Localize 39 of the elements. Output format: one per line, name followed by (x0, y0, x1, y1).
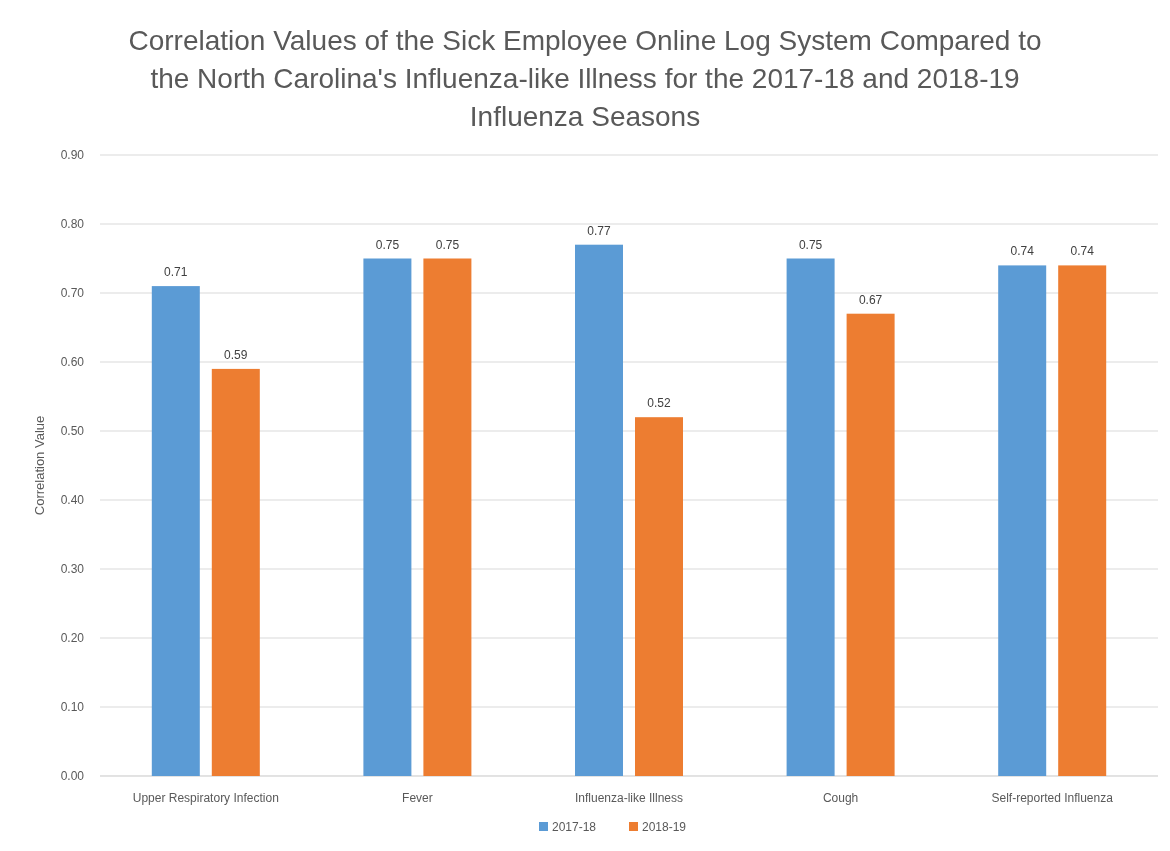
data-label: 0.67 (858, 292, 883, 307)
data-label: 0.75 (375, 237, 400, 252)
y-tick-label: 0.60 (60, 355, 85, 370)
data-label: 0.71 (164, 265, 188, 280)
y-tick-label: 0.00 (60, 769, 85, 784)
data-label: 0.75 (798, 237, 823, 252)
y-tick-label: 0.80 (60, 217, 85, 232)
data-label: 0.75 (435, 237, 460, 252)
data-label: 0.52 (647, 396, 671, 411)
y-tick-label: 0.70 (60, 286, 85, 301)
bar (786, 258, 835, 776)
x-tick-label: Self-reported Influenza (991, 791, 1114, 805)
y-tick-label: 0.90 (60, 148, 85, 163)
data-label: 0.77 (587, 223, 611, 238)
bar (151, 286, 200, 776)
data-label: 0.59 (224, 347, 248, 362)
bar (998, 265, 1047, 776)
data-label: 0.74 (1010, 244, 1035, 259)
x-tick-label: Upper Respiratory Infection (132, 791, 279, 805)
y-tick-label: 0.40 (60, 493, 85, 508)
y-tick-label: 0.30 (60, 562, 85, 577)
y-tick-label: 0.10 (60, 700, 85, 715)
y-tick-label: 0.50 (60, 424, 85, 439)
y-axis-title: Correlation Value (32, 415, 47, 516)
x-tick-label: Influenza-like Illness (574, 791, 684, 805)
x-tick-label: Fever (402, 791, 433, 805)
legend-label: 2018-19 (642, 820, 687, 834)
data-label: 0.74 (1070, 244, 1095, 259)
bar (423, 258, 472, 776)
x-tick-label: Cough (822, 791, 859, 805)
bar (211, 368, 260, 776)
bar (575, 244, 623, 776)
bar (846, 313, 895, 776)
y-tick-label: 0.20 (60, 631, 85, 646)
bar (1058, 265, 1107, 776)
bar (635, 417, 683, 776)
legend-label: 2017-18 (552, 820, 597, 834)
bar (363, 258, 412, 776)
chart-title: Correlation Values of the Sick Employee Online Log System Compared to the North Carolina's Influenza-like Illness for the 2017-18 and 2018-19 Influenza Seasons (128, 25, 1042, 132)
